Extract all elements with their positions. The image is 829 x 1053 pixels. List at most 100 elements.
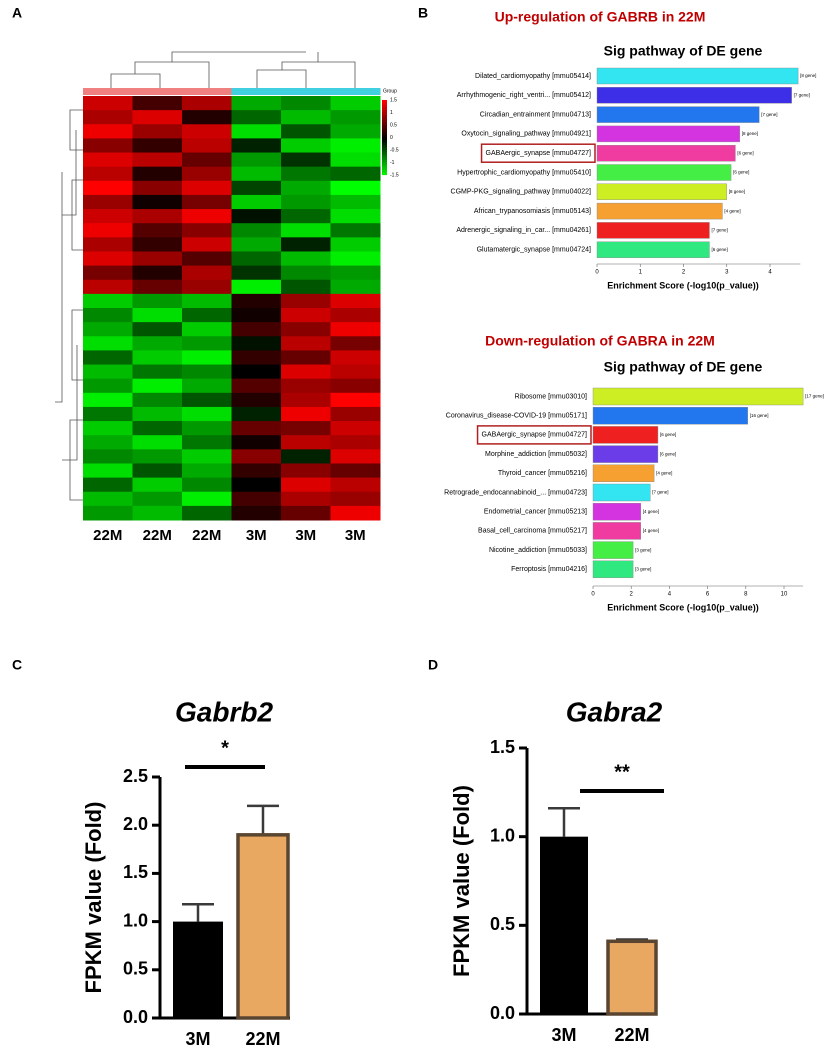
bar: [592, 503, 641, 521]
heat-cell: [132, 152, 183, 168]
heat-cell: [83, 251, 133, 267]
heat-cell: [330, 265, 381, 281]
heat-cell: [231, 421, 282, 436]
heat-cell: [281, 392, 331, 408]
heat-cell: [182, 209, 232, 224]
heat-cell: [231, 138, 282, 154]
x-tick-label: 2: [682, 270, 686, 276]
heat-cell: [281, 308, 331, 323]
heat-cell: [281, 477, 331, 493]
significance-label: **: [614, 761, 630, 783]
colorbar-tick-label: -1: [390, 160, 395, 166]
gene-label: [6 gene]: [660, 432, 676, 437]
heat-cell: [132, 350, 183, 366]
colorbar: [382, 130, 387, 133]
colorbar: [382, 135, 387, 138]
heat-cell: [330, 194, 381, 210]
heat-cell: [83, 350, 133, 366]
heat-cell: [330, 251, 381, 267]
gene-label: [4 gene]: [643, 528, 659, 533]
heat-cell: [83, 152, 133, 168]
x-tick-label: 0: [591, 592, 595, 598]
heat-cell: [231, 491, 282, 507]
heat-cell: [83, 336, 133, 351]
colorbar: [382, 115, 387, 118]
bar: [592, 483, 651, 502]
heat-cell: [132, 138, 183, 154]
bar: [596, 241, 710, 258]
gene-label: [4 gene]: [656, 470, 672, 475]
x-tick-label: 3M: [551, 1025, 576, 1045]
heat-cell: [330, 463, 381, 479]
heat-cell: [83, 124, 133, 139]
heat-cell: [231, 350, 282, 366]
heat-cell: [182, 96, 232, 111]
x-tick-label: 3M: [185, 1029, 210, 1049]
heat-cell: [281, 180, 331, 196]
colorbar: [382, 132, 387, 136]
bar: [592, 541, 634, 559]
heat-cell: [330, 449, 381, 464]
heat-cell: [182, 293, 232, 309]
colorbar: [382, 155, 387, 158]
chart-title: Down-regulation of GABRA in 22M: [485, 333, 715, 349]
colorbar-tick-label: -1.5: [390, 172, 399, 178]
group-bar: [330, 88, 381, 95]
y-axis-label: FPKM value (Fold): [81, 802, 106, 994]
heat-cell: [83, 110, 133, 125]
heat-cell: [330, 308, 381, 323]
heat-cell: [83, 378, 133, 394]
category-label: GABAergic_synapse [mmu04727]: [482, 432, 587, 439]
heat-cell: [83, 265, 133, 281]
heat-cell: [83, 491, 133, 507]
bar: [540, 836, 588, 1014]
category-label: Oxytocin_signaling_pathway [mmu04921]: [461, 131, 591, 138]
column-label: 22M: [93, 527, 122, 544]
legend-title: Group: [383, 88, 397, 94]
group-bar: [281, 88, 331, 95]
x-tick-label: 10: [781, 592, 788, 598]
bar: [596, 144, 736, 162]
heat-cell: [182, 194, 232, 210]
bar: [592, 560, 634, 578]
heat-cell: [182, 251, 232, 267]
bar: [592, 464, 655, 482]
heat-cell: [330, 477, 381, 493]
colorbar: [382, 162, 387, 166]
heat-cell: [330, 223, 381, 238]
heat-cell: [182, 421, 232, 436]
heat-cell: [231, 124, 282, 139]
heat-cell: [132, 505, 183, 521]
colorbar: [382, 140, 387, 143]
heat-cell: [132, 406, 183, 422]
heat-cell: [231, 449, 282, 464]
column-label: 3M: [295, 527, 316, 544]
heat-cell: [182, 265, 232, 281]
category-label: Dilated_cardiomyopathy [mmu05414]: [475, 73, 591, 80]
y-tick-label: 0.5: [490, 914, 515, 934]
category-label: CGMP-PKG_signaling_pathway [mmu04022]: [451, 189, 592, 196]
bar: [606, 939, 658, 1016]
heat-cell: [182, 279, 232, 295]
colorbar-tick-label: 0: [390, 135, 393, 141]
category-label: Endometrial_cancer [mmu05213]: [484, 509, 587, 516]
heat-cell: [182, 392, 232, 408]
heat-cell: [330, 406, 381, 422]
heat-cell: [231, 364, 282, 380]
gene-label: [16 gene]: [750, 413, 769, 418]
heat-cell: [182, 463, 232, 479]
error-bar: [548, 807, 580, 837]
heat-cell: [83, 505, 133, 521]
highlight-box: [476, 425, 592, 445]
colorbar: [382, 125, 387, 128]
y-tick-label: 1.0: [123, 910, 148, 930]
group-bar: [182, 88, 232, 95]
gene-label: [6 gene]: [711, 247, 727, 252]
panel-letter: C: [12, 657, 22, 673]
colorbar: [382, 105, 387, 108]
heat-cell: [182, 378, 232, 394]
heat-cell: [231, 223, 282, 238]
category-label: Ribosome [mmu03010]: [515, 393, 587, 400]
heat-cell: [132, 279, 183, 295]
chart-title: Up-regulation of GABRB in 22M: [495, 9, 706, 25]
